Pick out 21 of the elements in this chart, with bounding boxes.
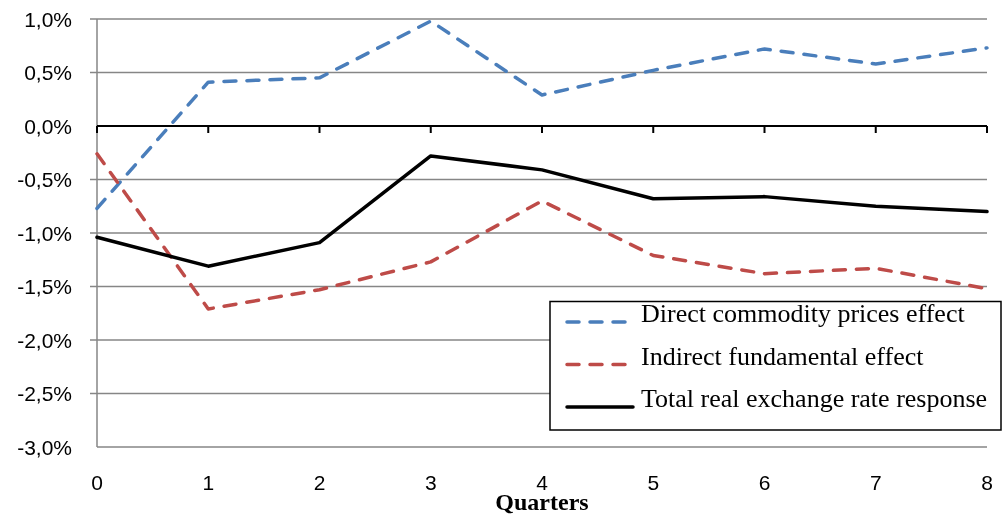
y-tick-label: 0,0% bbox=[24, 114, 72, 138]
y-tick-label: -0,5% bbox=[17, 168, 72, 192]
y-tick-label: -1,0% bbox=[17, 221, 72, 245]
y-tick-label: -3,0% bbox=[17, 435, 72, 459]
x-tick-label: 2 bbox=[313, 471, 326, 494]
legend-label: Direct commodity prices effect bbox=[641, 299, 966, 328]
x-tick-label: 1 bbox=[202, 471, 215, 494]
y-tick-label: 1,0% bbox=[24, 7, 72, 31]
y-tick-label: -1,5% bbox=[17, 275, 72, 299]
x-tick-label: 8 bbox=[981, 471, 993, 494]
line-series bbox=[95, 154, 989, 268]
x-tick-label: 0 bbox=[91, 471, 103, 494]
legend-label: Total real exchange rate response bbox=[641, 384, 988, 413]
y-tick-label: -2,5% bbox=[17, 382, 72, 406]
y-tick-label: -2,0% bbox=[17, 328, 72, 352]
x-tick-label: 3 bbox=[424, 471, 437, 494]
x-tick-label: 7 bbox=[869, 471, 882, 494]
legend-label: Indirect fundamental effect bbox=[641, 341, 925, 371]
y-tick-label: 0,5% bbox=[24, 61, 72, 85]
x-tick-label: 5 bbox=[647, 471, 660, 494]
x-tick-label: 6 bbox=[758, 471, 771, 494]
